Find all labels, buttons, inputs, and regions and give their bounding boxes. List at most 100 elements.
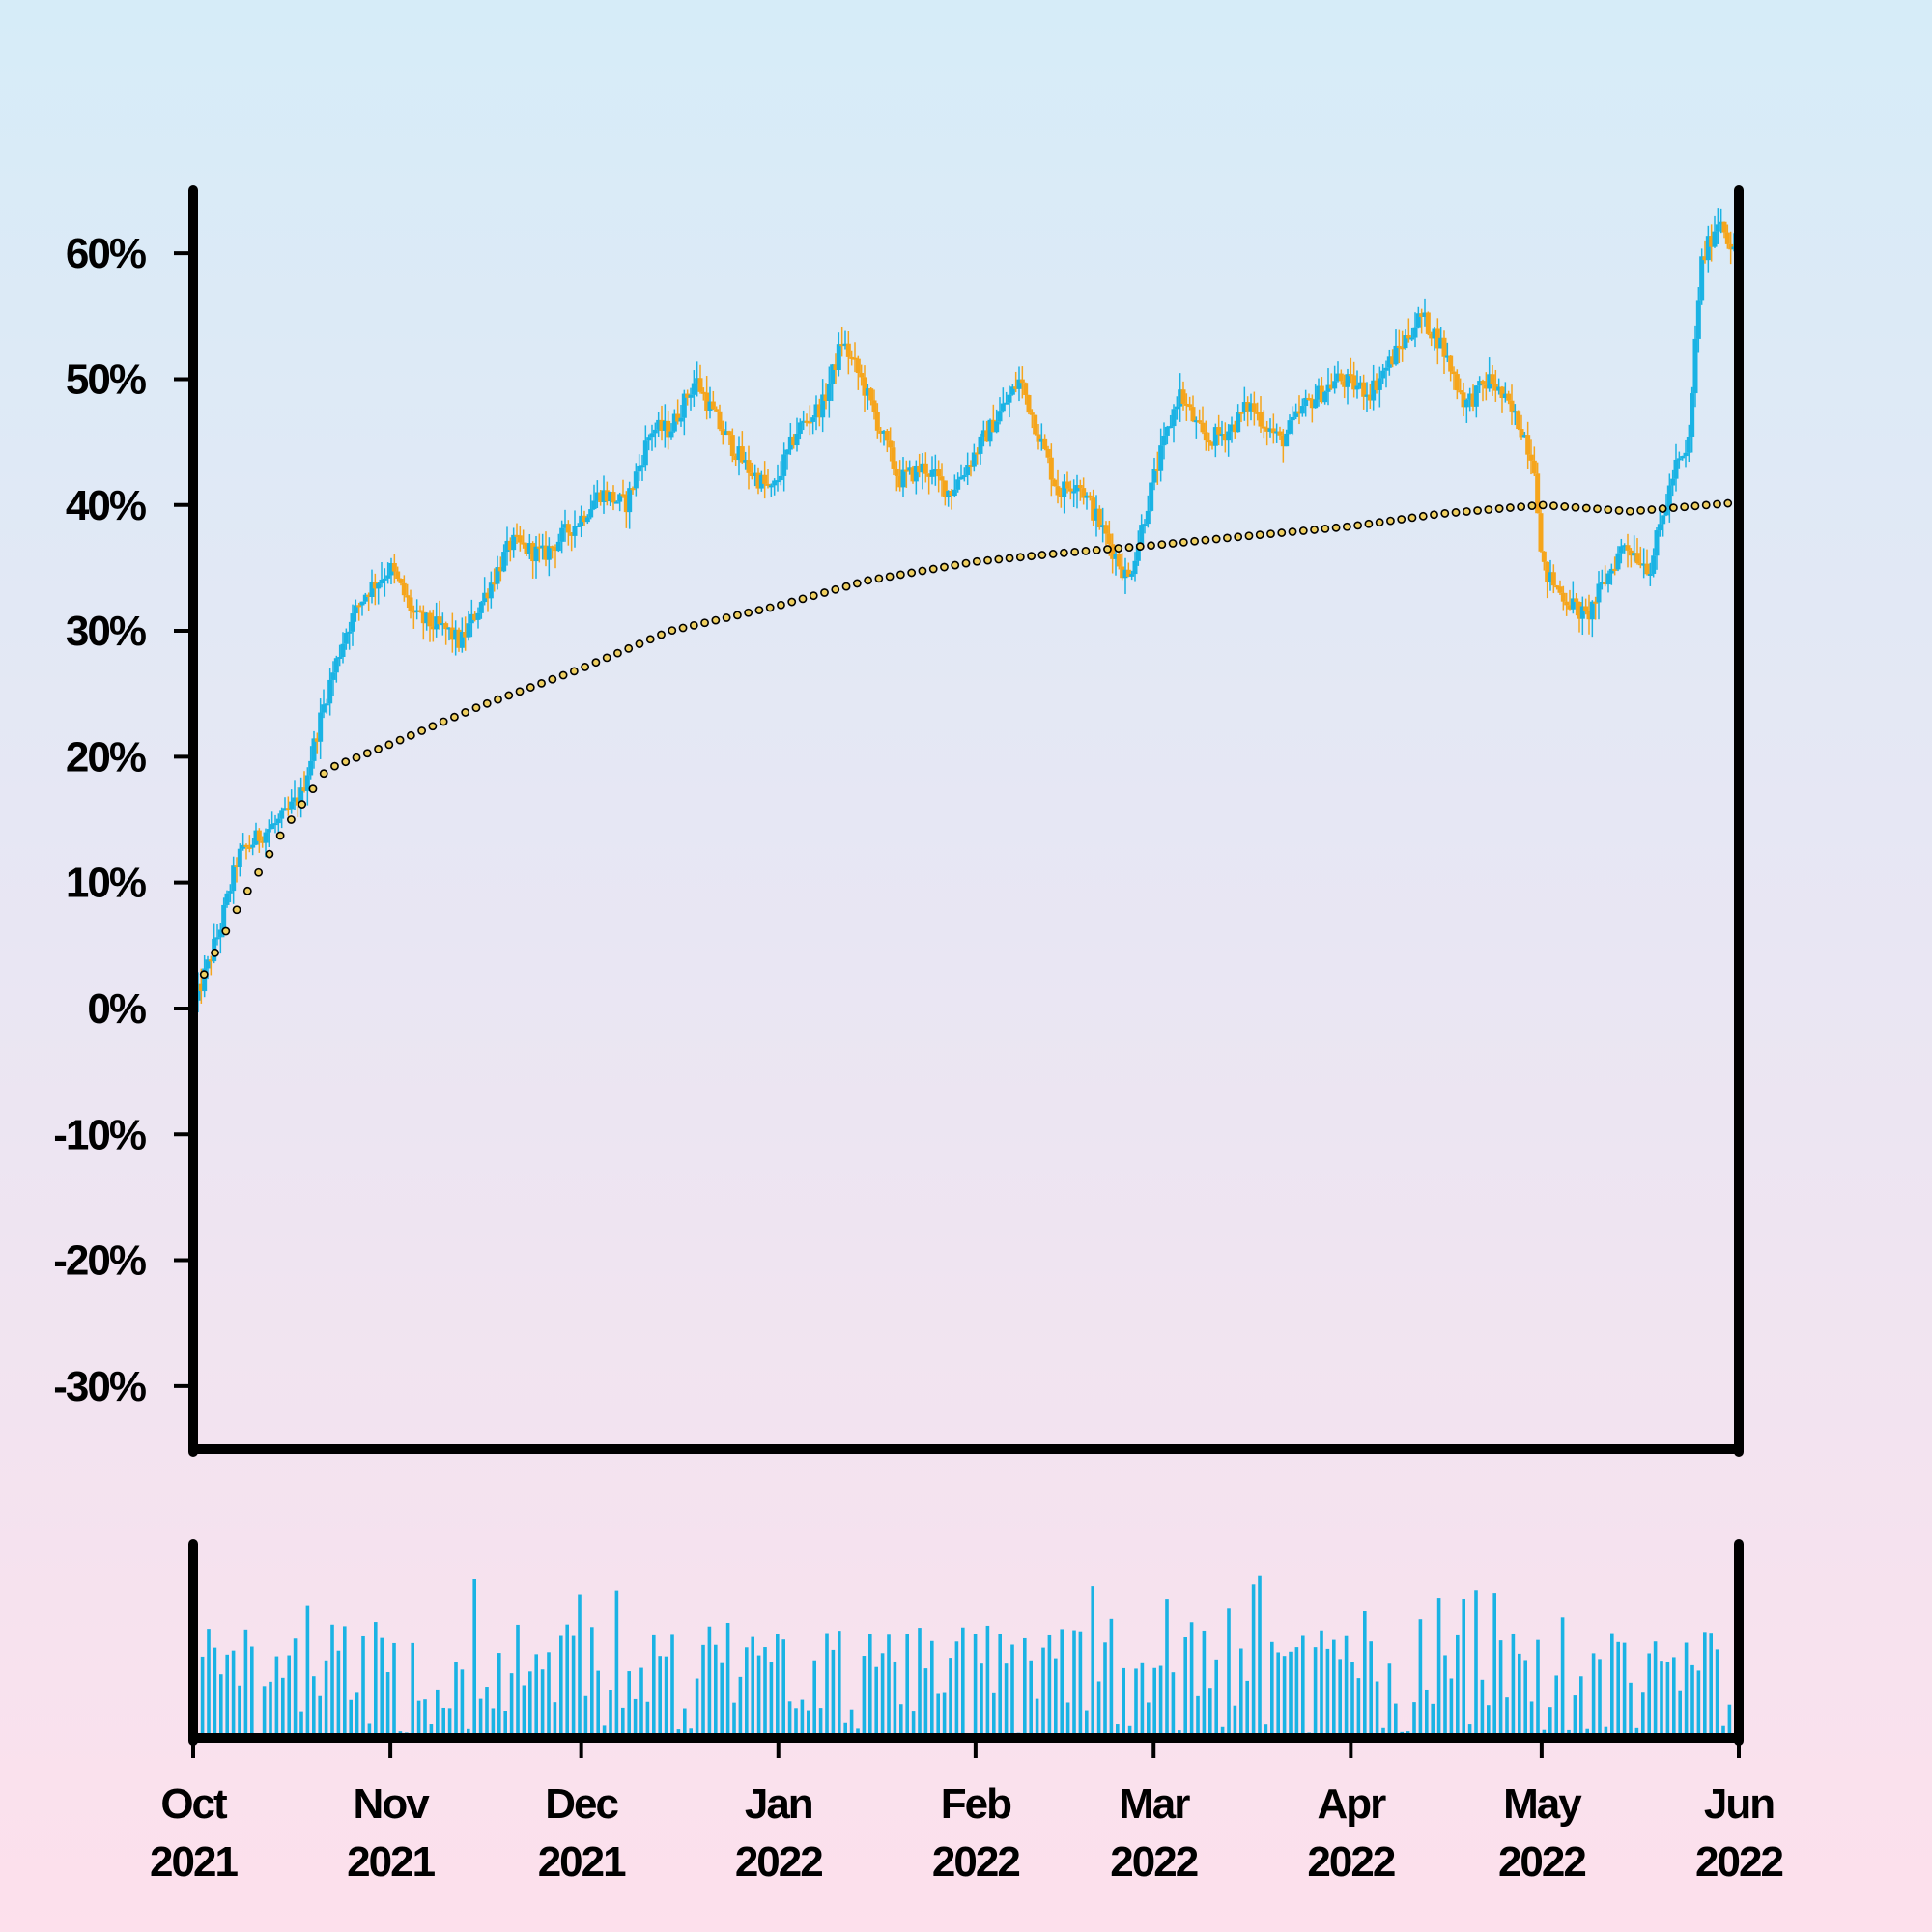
moving-average-point	[242, 886, 252, 895]
x-tick-label-year: 2022	[1110, 1838, 1197, 1886]
candle-body	[787, 436, 793, 450]
candle-body	[749, 472, 754, 476]
candle-body	[1574, 598, 1579, 603]
candle-body	[917, 465, 923, 473]
candle-body	[1719, 221, 1724, 225]
volume-bar	[1338, 1659, 1342, 1734]
volume-bar	[1294, 1647, 1299, 1734]
candle-body	[1695, 300, 1701, 339]
candle-body	[717, 411, 723, 430]
volume-bar	[1721, 1725, 1725, 1734]
volume-bar	[219, 1674, 223, 1734]
candle-body	[1651, 555, 1657, 574]
candle-body	[1332, 381, 1338, 389]
candle-body	[1570, 598, 1576, 610]
volume-bar	[1147, 1702, 1151, 1734]
volume-bar	[1487, 1705, 1491, 1734]
candle-body	[1637, 563, 1643, 566]
candle-body	[1251, 403, 1257, 412]
volume-bar	[547, 1652, 551, 1734]
volume-bar	[1616, 1641, 1620, 1734]
moving-average-point	[298, 800, 307, 809]
candle-body	[1255, 412, 1261, 414]
volume-bar	[293, 1638, 298, 1734]
candle-body	[1673, 459, 1679, 479]
candle-body	[237, 848, 242, 867]
candle-body	[459, 632, 465, 648]
candle-body	[318, 712, 324, 742]
candle-body	[301, 787, 307, 791]
candle-body	[543, 545, 549, 560]
candle-body	[913, 465, 919, 482]
candle-body	[517, 535, 523, 543]
candle-body	[1212, 427, 1218, 446]
volume-bar	[441, 1707, 445, 1734]
candle-body	[241, 844, 246, 849]
candle-body	[1463, 399, 1469, 408]
candle-body	[1512, 411, 1518, 413]
candle-body	[620, 494, 626, 497]
candle-body	[550, 546, 555, 549]
y-tick-label: 10%	[66, 860, 146, 907]
candle-body	[688, 394, 694, 398]
candle-body	[1644, 563, 1650, 575]
candle-body	[366, 594, 372, 597]
volume-bar	[497, 1653, 501, 1734]
volume-bar	[812, 1660, 816, 1734]
candle-body	[559, 527, 565, 542]
candle-body	[1686, 436, 1691, 453]
volume-bar	[565, 1624, 569, 1734]
volume-bar	[454, 1662, 458, 1734]
y-tick-label: 50%	[66, 355, 146, 403]
candle-body	[1096, 508, 1102, 528]
candle-body	[1666, 485, 1672, 508]
moving-average-point	[787, 597, 797, 607]
candle-body	[347, 631, 353, 634]
candle-body	[1535, 473, 1541, 514]
candle-body	[524, 543, 529, 554]
candle-body	[1661, 515, 1666, 525]
candle-body	[1091, 497, 1096, 521]
candle-body	[1193, 420, 1199, 423]
candle-body	[695, 378, 700, 384]
candle-body	[1448, 355, 1454, 372]
candle-body	[1528, 454, 1534, 461]
candle-body	[1023, 383, 1029, 395]
candle-body	[681, 393, 687, 418]
volume-bar	[553, 1702, 557, 1734]
candle-body	[379, 579, 384, 584]
moving-average-point	[199, 970, 209, 980]
volume-bar	[1523, 1660, 1527, 1734]
volume-bar	[868, 1634, 872, 1734]
candle-body	[343, 633, 349, 644]
volume-bar	[614, 1590, 619, 1734]
candle-body	[1702, 256, 1708, 261]
candle-body	[1596, 583, 1602, 603]
volume-bar	[243, 1629, 248, 1734]
candle-body	[707, 401, 713, 411]
moving-average-point	[1005, 554, 1014, 563]
moving-average-point	[1614, 506, 1624, 515]
candle-body	[1190, 407, 1196, 422]
volume-bar	[776, 1634, 780, 1734]
candle-body	[1451, 371, 1457, 375]
candle-body	[420, 611, 426, 624]
volume-bar	[1109, 1618, 1114, 1734]
candle-body	[781, 454, 787, 476]
candle-body	[260, 840, 266, 843]
volume-bars	[194, 1575, 1738, 1734]
volume-bar	[1653, 1641, 1658, 1734]
candle-body	[208, 959, 213, 962]
candle-body	[1483, 384, 1489, 389]
candle-body	[1209, 441, 1215, 446]
volume-bar	[1579, 1676, 1583, 1734]
candle-body	[659, 419, 665, 432]
moving-average-point	[1723, 498, 1733, 508]
moving-average-point	[569, 667, 579, 676]
moving-average-point	[254, 867, 264, 877]
volume-bar	[725, 1622, 730, 1734]
volume-bar	[732, 1702, 736, 1734]
candle-body	[555, 541, 561, 552]
volume-bar	[769, 1662, 774, 1734]
y-tick-label: -10%	[53, 1111, 146, 1158]
